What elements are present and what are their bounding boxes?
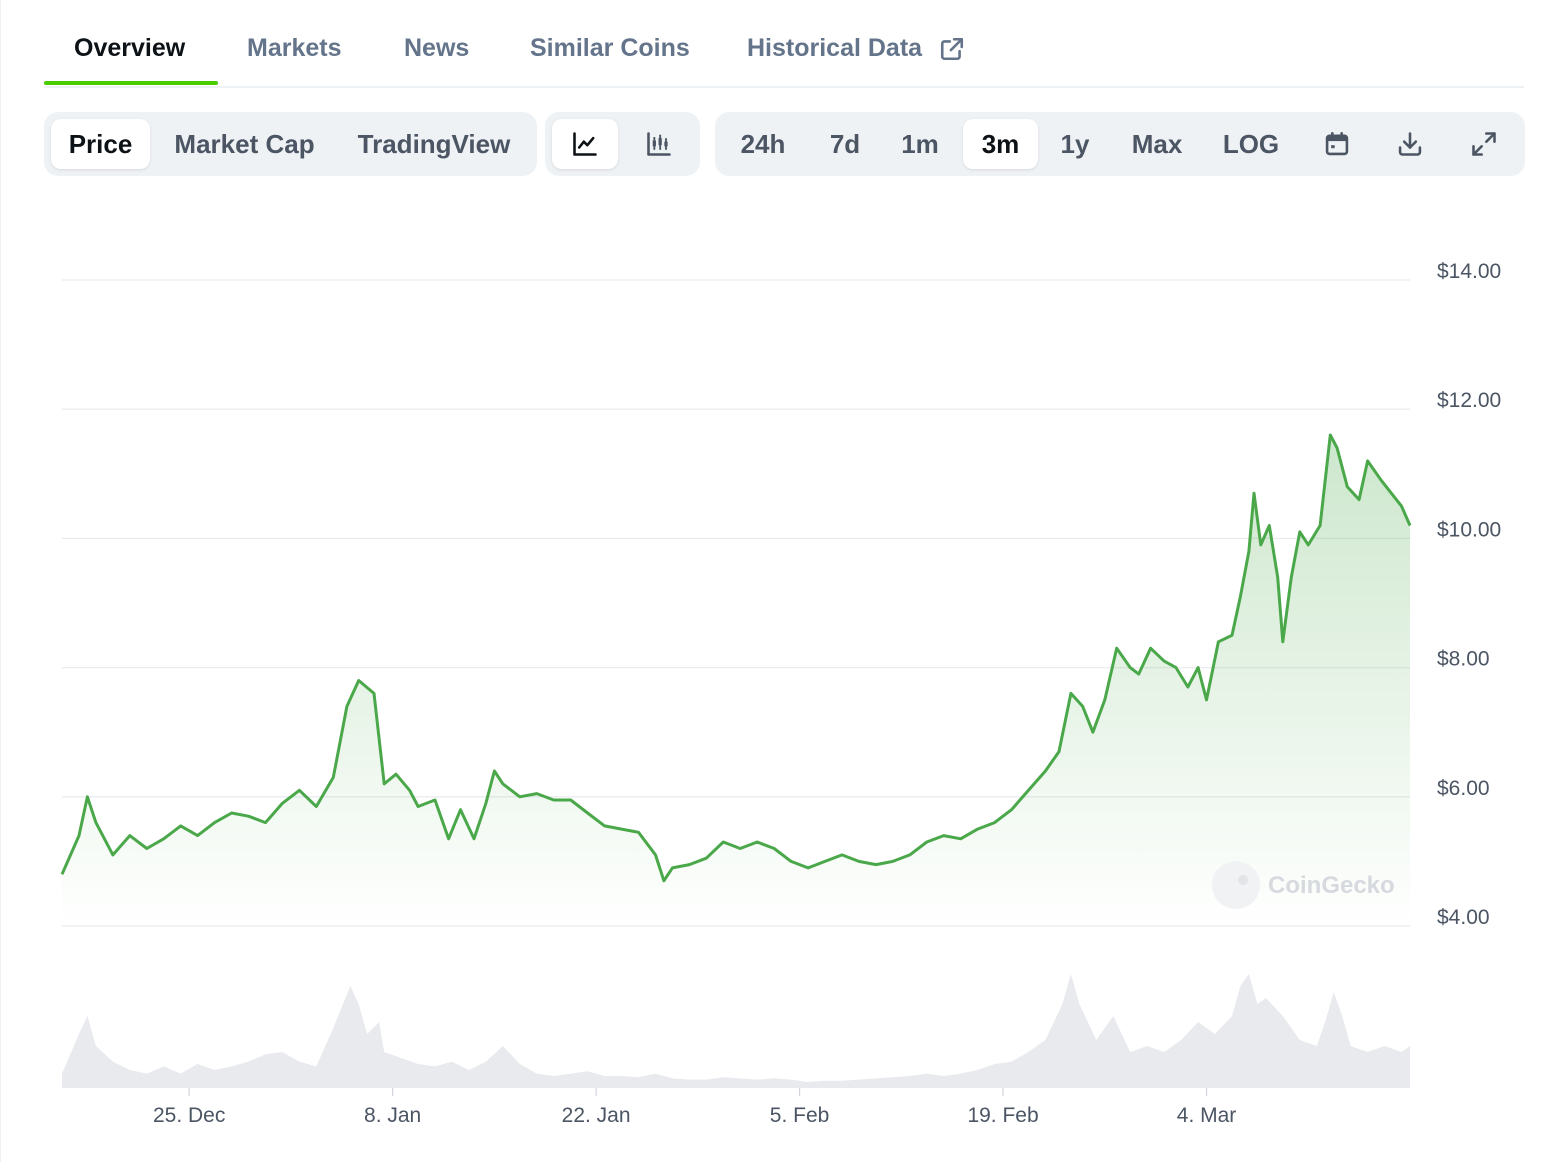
- volume-area: [62, 974, 1410, 1088]
- external-link-icon[interactable]: [939, 36, 965, 62]
- tab-historical-data[interactable]: Historical Data: [747, 34, 923, 62]
- x-tick-label: 19. Feb: [967, 1104, 1038, 1127]
- x-tick-label: 5. Feb: [770, 1104, 830, 1127]
- tab-news[interactable]: News: [404, 34, 470, 62]
- chart-style-toggle-group: [545, 112, 700, 176]
- watermark-text: CoinGecko: [1268, 872, 1395, 899]
- calendar-icon: [1325, 131, 1349, 156]
- x-tick-label: 4. Mar: [1177, 1104, 1237, 1127]
- log-scale-button[interactable]: LOG: [1222, 128, 1280, 159]
- fullscreen-button[interactable]: [1456, 119, 1512, 169]
- tab-similar-coins[interactable]: Similar Coins: [530, 34, 690, 62]
- x-tick-label: 22. Jan: [562, 1104, 631, 1127]
- line-chart-button[interactable]: [552, 119, 618, 169]
- price-toggle-button[interactable]: Price: [51, 119, 150, 169]
- view-toggle-group: Price Market Cap TradingView: [44, 112, 537, 176]
- price-chart[interactable]: $14.00 $12.00 $10.00 $8.00 $6.00 $4.00 25. De…: [0, 180, 1552, 1160]
- tab-markets[interactable]: Markets: [247, 34, 342, 62]
- volume-shape: [62, 974, 1410, 1088]
- price-line: [60, 433, 1412, 883]
- range-1m-button[interactable]: 1m: [901, 128, 939, 159]
- line-chart-icon: [573, 132, 597, 156]
- download-button[interactable]: [1382, 119, 1438, 169]
- range-max-button[interactable]: Max: [1131, 128, 1183, 159]
- price-area-fill: [62, 435, 1410, 926]
- left-divider: [0, 0, 1, 1162]
- range-24h-button[interactable]: 24h: [740, 128, 786, 159]
- x-tick-label: 25. Dec: [153, 1104, 225, 1127]
- y-tick-label: $14.00: [1437, 260, 1501, 283]
- y-tick-label: $6.00: [1437, 777, 1490, 800]
- calendar-button[interactable]: [1309, 119, 1365, 169]
- tradingview-toggle-button[interactable]: TradingView: [357, 128, 511, 159]
- price-series: [60, 433, 1412, 926]
- y-tick-label: $4.00: [1437, 906, 1490, 929]
- coingecko-logo-icon: [1212, 861, 1260, 909]
- x-tick-label: 8. Jan: [364, 1104, 421, 1127]
- y-axis: $14.00 $12.00 $10.00 $8.00 $6.00 $4.00: [1437, 260, 1501, 929]
- y-tick-label: $8.00: [1437, 648, 1490, 671]
- range-7d-button[interactable]: 7d: [829, 128, 861, 159]
- range-toggle-group: 24h 7d 1m 3m 1y Max LOG: [715, 112, 1525, 176]
- tab-overview[interactable]: Overview: [74, 34, 186, 62]
- y-tick-label: $10.00: [1437, 518, 1501, 541]
- range-3m-button[interactable]: 3m: [963, 119, 1038, 169]
- coingecko-watermark: CoinGecko: [1212, 861, 1395, 909]
- range-1y-button[interactable]: 1y: [1060, 128, 1090, 159]
- coingecko-logo-eye: [1238, 875, 1248, 885]
- x-axis: 25. Dec 8. Jan 22. Jan 5. Feb 19. Feb 4. Mar: [153, 1088, 1236, 1127]
- fullscreen-icon: [1472, 132, 1496, 156]
- candlestick-chart-icon: [647, 132, 671, 156]
- download-icon: [1398, 132, 1422, 156]
- market-cap-toggle-button[interactable]: Market Cap: [174, 128, 315, 159]
- y-tick-label: $12.00: [1437, 389, 1501, 412]
- candlestick-chart-button[interactable]: [626, 119, 692, 169]
- active-tab-indicator: [44, 81, 218, 85]
- tab-bar: Overview Markets News Similar Coins Hist…: [44, 0, 1524, 88]
